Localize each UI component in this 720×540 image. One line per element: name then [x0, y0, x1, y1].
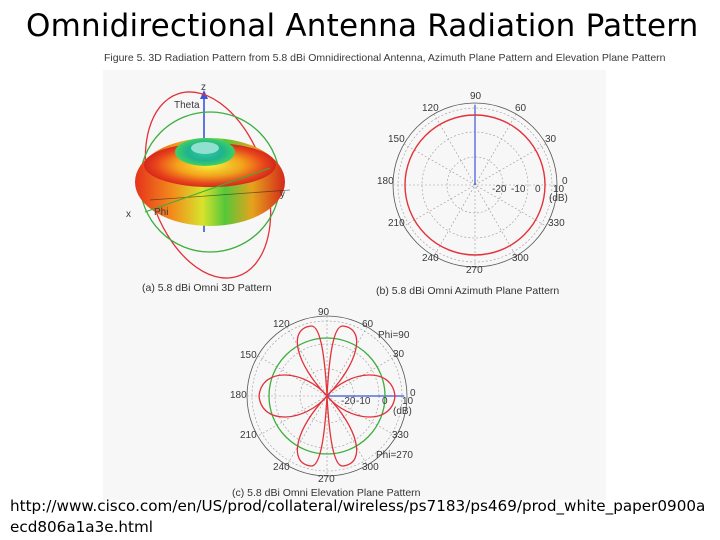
azimuth-pattern [404, 114, 546, 256]
z-axis-label: z [201, 82, 206, 93]
theta-label: Theta [174, 100, 200, 111]
legend-phi-270: Phi=270 [376, 450, 413, 461]
equator-line [149, 189, 291, 201]
y-axis-label: y [280, 189, 285, 200]
phi-line [144, 167, 271, 213]
elevation-ring-unit: (dB) [393, 406, 412, 417]
elevation-angle-30: 30 [393, 349, 405, 360]
elevation-ring-minus10: -10 [356, 396, 371, 407]
azimuth-ring-minus10: -10 [511, 184, 526, 195]
azimuth-ring-minus20: -20 [492, 184, 507, 195]
elevation-angle-60: 60 [362, 319, 374, 330]
azimuth-angle-90: 90 [470, 91, 482, 102]
torus-cap-highlight [191, 142, 219, 154]
elevation-angle-210: 210 [240, 430, 257, 441]
elevation-angle-150: 150 [240, 350, 257, 361]
azimuth-angle-180: 180 [377, 176, 394, 187]
panel-c-caption: (c) 5.8 dBi Omni Elevation Plane Pattern [232, 487, 421, 499]
azimuth-angle-60: 60 [515, 103, 527, 114]
panel-a-3d-pattern: z Theta y x Phi (a) 5.8 dBi Omni 3D Patt… [126, 82, 291, 294]
azimuth-angle-300: 300 [512, 253, 529, 264]
azimuth-ring-10: 10 [553, 184, 565, 195]
elevation-angle-240: 240 [273, 462, 290, 473]
source-url-line-1[interactable]: http://www.cisco.com/en/US/prod/collater… [10, 497, 706, 515]
azimuth-angle-150: 150 [388, 134, 405, 145]
elevation-angle-270: 270 [318, 474, 335, 485]
figure-caption: Figure 5. 3D Radiation Pattern from 5.8 … [104, 52, 666, 64]
azimuth-angle-330: 330 [548, 218, 565, 229]
azimuth-angle-0: 0 [562, 176, 568, 187]
elevation-angle-300: 300 [362, 462, 379, 473]
elevation-ring-0: 0 [382, 396, 388, 407]
slide-title: Omnidirectional Antenna Radiation Patter… [26, 8, 699, 44]
source-url[interactable]: http://www.cisco.com/en/US/prod/collater… [10, 496, 715, 538]
panel-b-azimuth-plot: 90 60 30 0 330 300 270 240 210 180 150 1… [376, 91, 568, 297]
azimuth-angle-270: 270 [466, 265, 483, 276]
azimuth-angle-210: 210 [388, 218, 405, 229]
x-axis-label: x [126, 209, 131, 220]
panel-c-elevation-plot: 90 60 30 0 330 300 270 240 210 180 150 1… [230, 307, 421, 499]
legend-phi-90: Phi=90 [378, 330, 410, 341]
azimuth-angle-30: 30 [545, 134, 557, 145]
elevation-angle-90: 90 [318, 307, 330, 318]
elevation-ring-minus20: -20 [341, 396, 356, 407]
panel-a-caption: (a) 5.8 dBi Omni 3D Pattern [142, 282, 272, 294]
elevation-ring-10: 10 [402, 396, 414, 407]
elevation-angle-180: 180 [230, 390, 247, 401]
phi-label: Phi [154, 207, 168, 218]
elevation-angle-120: 120 [273, 319, 290, 330]
azimuth-angle-120: 120 [422, 103, 439, 114]
azimuth-ring-unit: (dB) [549, 193, 568, 204]
elevation-reference-circle [268, 337, 386, 455]
azimuth-ring-0: 0 [535, 184, 541, 195]
source-url-line-2[interactable]: ecd806a1a3e.html [10, 518, 154, 536]
elevation-lobe-right [326, 374, 396, 418]
elevation-angle-0: 0 [410, 388, 416, 399]
azimuth-angle-240: 240 [422, 253, 439, 264]
elevation-lobe-left [258, 374, 328, 418]
panel-b-caption: (b) 5.8 dBi Omni Azimuth Plane Pattern [376, 285, 559, 297]
elevation-angle-330: 330 [392, 430, 409, 441]
